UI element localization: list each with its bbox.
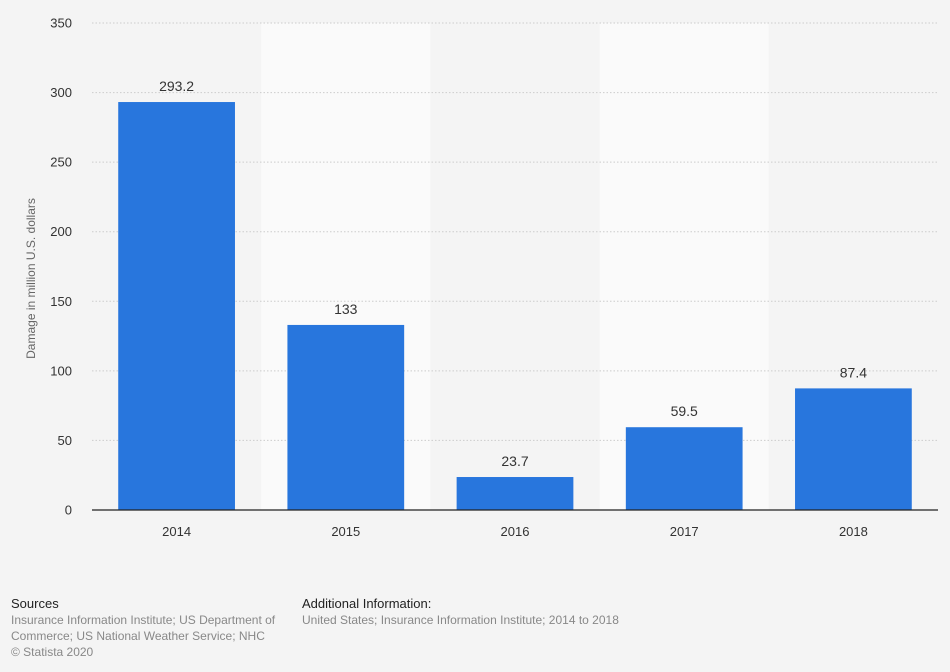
sources-block: Sources Insurance Information Institute;… [11, 596, 291, 660]
x-tick-label: 2014 [162, 524, 191, 539]
x-tick-label: 2016 [501, 524, 530, 539]
y-axis-title: Damage in million U.S. dollars [24, 198, 38, 359]
value-label: 293.2 [159, 78, 194, 94]
additional-info-block: Additional Information: United States; I… [302, 596, 722, 628]
y-tick-label: 100 [50, 363, 72, 378]
bar-2015 [287, 324, 405, 510]
y-tick-label: 200 [50, 224, 72, 239]
y-tick-label: 250 [50, 155, 72, 170]
bar-2016 [456, 477, 574, 510]
column-band [430, 23, 600, 510]
additional-info-heading: Additional Information: [302, 596, 432, 611]
bar-chart: 0 50 100 150 200 250 300 350 293.2 133 23.7 59.5 87… [24, 16, 938, 539]
y-tick-label: 50 [58, 433, 72, 448]
value-labels: 293.2 133 23.7 59.5 87.4 [159, 78, 867, 469]
bar-2018 [795, 388, 912, 510]
bar-2014 [118, 102, 235, 510]
copyright-text: © Statista 2020 [11, 645, 94, 659]
value-label: 59.5 [671, 403, 698, 419]
y-tick-label: 300 [50, 85, 72, 100]
y-tick-label: 350 [50, 16, 72, 31]
sources-heading: Sources [11, 596, 59, 611]
additional-info-text: United States; Insurance Information Ins… [302, 613, 619, 627]
x-tick-label: 2015 [331, 524, 360, 539]
y-tick-label: 150 [50, 294, 72, 309]
y-axis-ticks: 0 50 100 150 200 250 300 350 [50, 16, 72, 518]
sources-text: Insurance Information Institute; US Depa… [11, 613, 276, 643]
value-label: 87.4 [840, 364, 867, 380]
x-axis-ticks: 2014 2015 2016 2017 2018 [162, 524, 868, 539]
x-tick-label: 2018 [839, 524, 868, 539]
bars [118, 102, 912, 510]
value-label: 133 [334, 301, 358, 317]
x-tick-label: 2017 [670, 524, 699, 539]
y-tick-label: 0 [65, 503, 72, 518]
value-label: 23.7 [501, 453, 528, 469]
bar-2017 [625, 427, 743, 510]
